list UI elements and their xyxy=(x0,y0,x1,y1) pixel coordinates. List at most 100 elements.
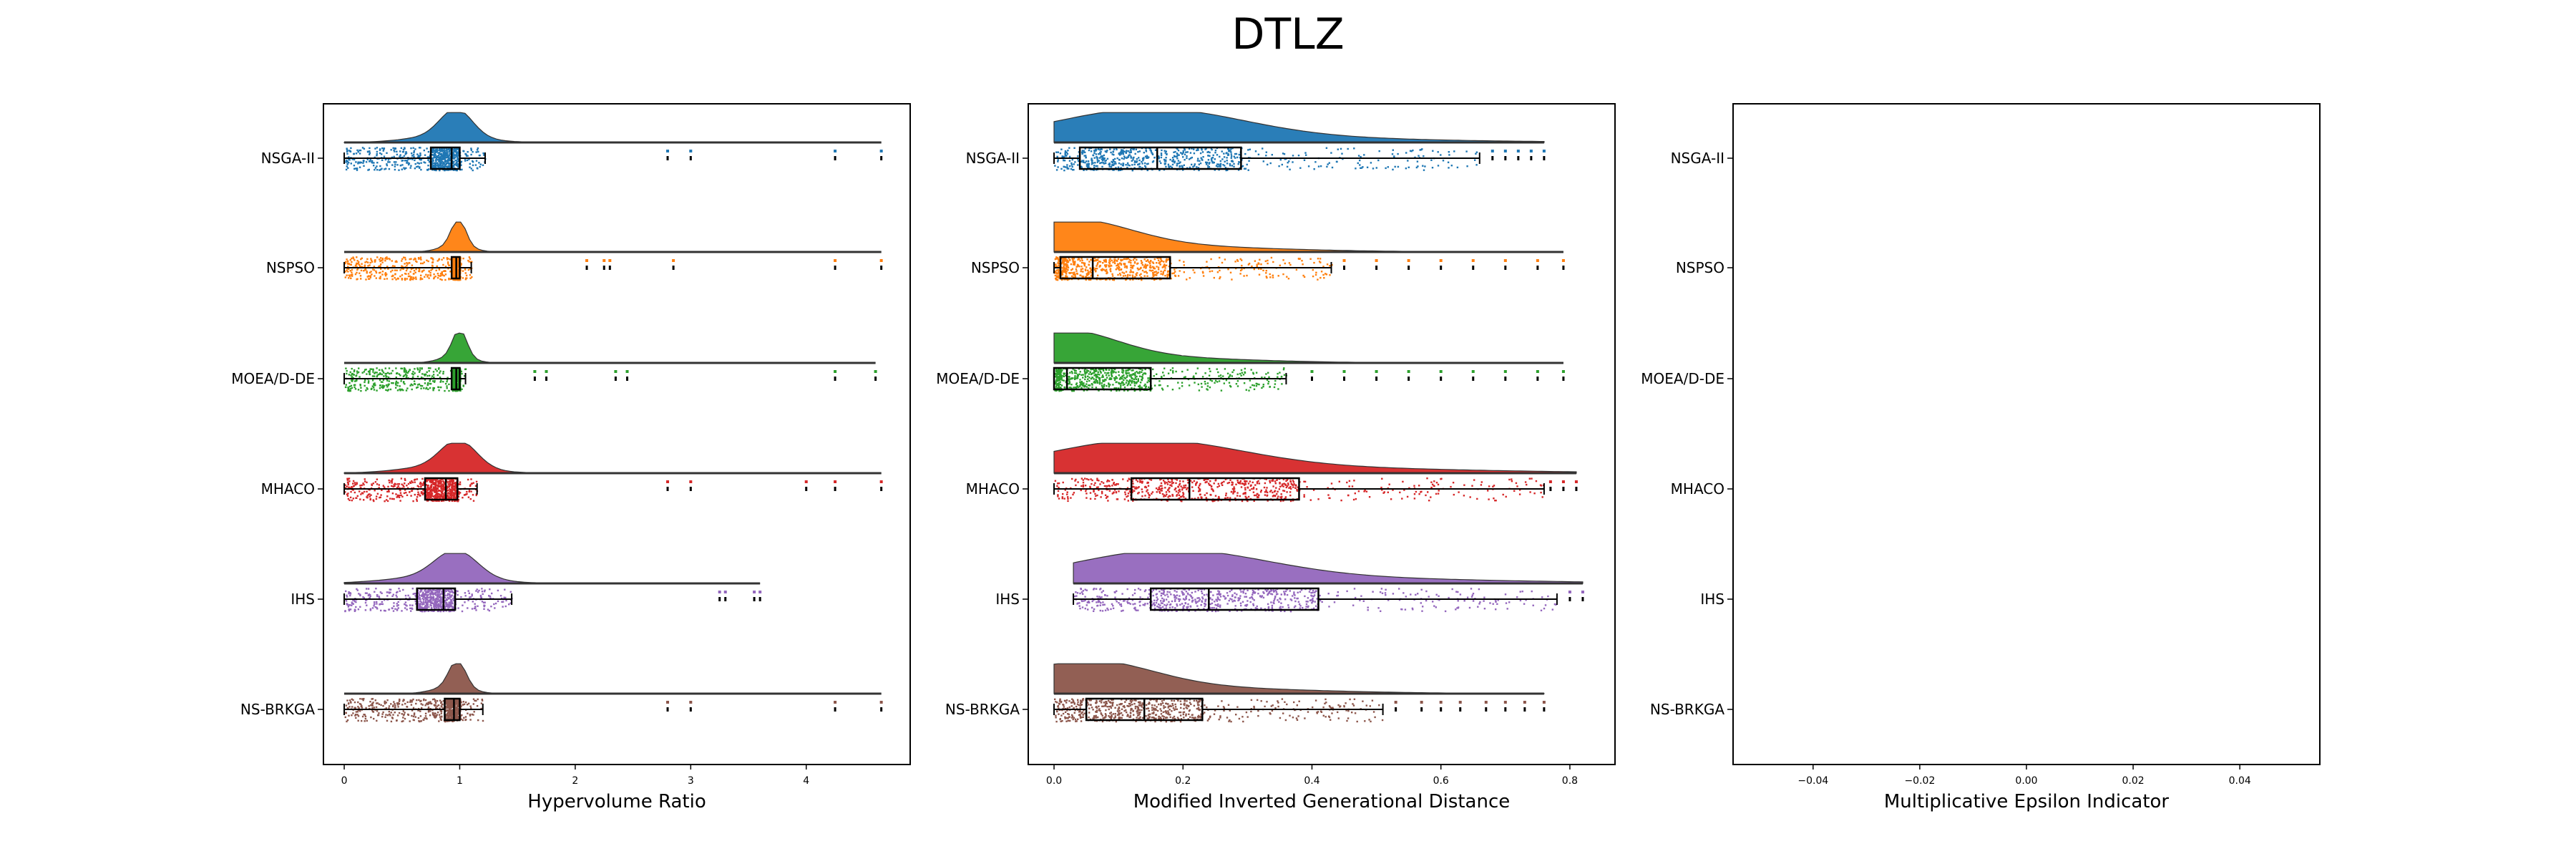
rain-point xyxy=(358,149,361,152)
rain-point xyxy=(436,497,439,499)
rain-point xyxy=(1208,166,1211,168)
rain-point xyxy=(376,603,378,605)
rain-point xyxy=(407,482,410,485)
rain-point xyxy=(454,278,457,281)
rain-point xyxy=(452,379,454,382)
rain-point xyxy=(352,699,354,702)
rain-point xyxy=(1116,157,1118,160)
rain-point xyxy=(441,147,444,150)
rain-point xyxy=(477,605,479,607)
rain-point xyxy=(455,164,458,167)
rain-point xyxy=(435,600,437,603)
rain-point xyxy=(1230,153,1232,155)
rain-point xyxy=(417,598,419,601)
rain-point xyxy=(1095,148,1098,151)
rain-point xyxy=(424,604,426,607)
rain-point xyxy=(431,157,434,160)
rain-point xyxy=(347,167,349,169)
rain-point xyxy=(452,709,454,712)
rain-point xyxy=(439,162,441,165)
rain-point xyxy=(477,150,479,153)
rain-point xyxy=(442,263,444,266)
rain-point xyxy=(445,162,448,165)
rain-point xyxy=(1417,165,1419,168)
rain-point xyxy=(426,703,429,706)
rain-point xyxy=(474,603,476,605)
rain-point xyxy=(394,269,396,271)
rain-point xyxy=(369,701,371,703)
rain-point xyxy=(414,148,416,150)
rain-point xyxy=(439,164,441,167)
rain-point xyxy=(457,258,459,261)
rain-point xyxy=(1226,169,1228,171)
outlier-point xyxy=(608,259,612,262)
rain-point xyxy=(401,483,403,485)
rain-point xyxy=(453,599,455,602)
rain-point xyxy=(1081,152,1083,155)
rain-point xyxy=(1211,157,1213,160)
rain-point xyxy=(404,263,406,265)
rain-point xyxy=(449,488,451,490)
rain-point xyxy=(418,270,421,273)
rain-point xyxy=(351,379,353,382)
rain-point xyxy=(412,593,414,595)
rain-point xyxy=(405,152,407,155)
rain-point xyxy=(346,150,348,152)
rain-point xyxy=(403,155,406,157)
rain-point xyxy=(434,162,436,165)
rain-point xyxy=(1093,169,1095,171)
rain-point xyxy=(423,161,425,163)
rain-point xyxy=(1432,150,1434,152)
rain-point xyxy=(423,593,425,596)
rain-point xyxy=(1201,151,1204,153)
rain-point xyxy=(419,495,421,497)
rain-point xyxy=(429,374,431,377)
rain-point xyxy=(448,162,451,165)
rain-point xyxy=(449,155,452,158)
rain-point xyxy=(1456,166,1459,169)
rain-point xyxy=(410,704,413,706)
rain-point xyxy=(1091,163,1093,165)
rain-point xyxy=(436,163,439,165)
rain-point xyxy=(422,598,425,601)
rain-point xyxy=(353,369,356,372)
rain-point xyxy=(443,275,445,277)
rain-point xyxy=(435,491,437,494)
rain-point xyxy=(366,373,368,375)
rain-point xyxy=(1241,165,1244,168)
rain-point xyxy=(1198,169,1200,172)
rain-point xyxy=(419,268,421,271)
rain-point xyxy=(439,718,442,720)
outlier-point xyxy=(879,259,883,262)
rain-point xyxy=(432,714,435,717)
rain-point xyxy=(468,158,470,160)
rain-point xyxy=(436,487,438,490)
rain-point xyxy=(380,268,382,270)
rain-point xyxy=(454,491,457,494)
rain-point xyxy=(1466,165,1468,168)
rain-point xyxy=(478,155,481,157)
rain-point xyxy=(454,384,457,387)
rain-point xyxy=(1223,152,1225,155)
rain-point xyxy=(375,498,378,500)
rain-point xyxy=(367,382,370,384)
rain-point xyxy=(348,592,350,595)
rain-point xyxy=(444,158,447,160)
rain-point xyxy=(1110,166,1113,168)
rain-point xyxy=(452,262,454,264)
rain-point xyxy=(1163,150,1166,152)
rain-point xyxy=(418,383,421,385)
rain-point xyxy=(409,271,411,273)
rain-point xyxy=(431,148,434,150)
rain-point xyxy=(1146,155,1148,157)
rain-point xyxy=(444,706,447,708)
rain-point xyxy=(1114,161,1116,163)
series-nsga-ii xyxy=(1053,112,1546,172)
rain-point xyxy=(452,378,454,380)
rain-point xyxy=(401,160,403,162)
rain-point xyxy=(1133,148,1135,151)
rain-point xyxy=(374,601,376,603)
rain-point xyxy=(422,490,424,492)
rain-point xyxy=(434,150,436,152)
rain-point xyxy=(357,701,359,704)
